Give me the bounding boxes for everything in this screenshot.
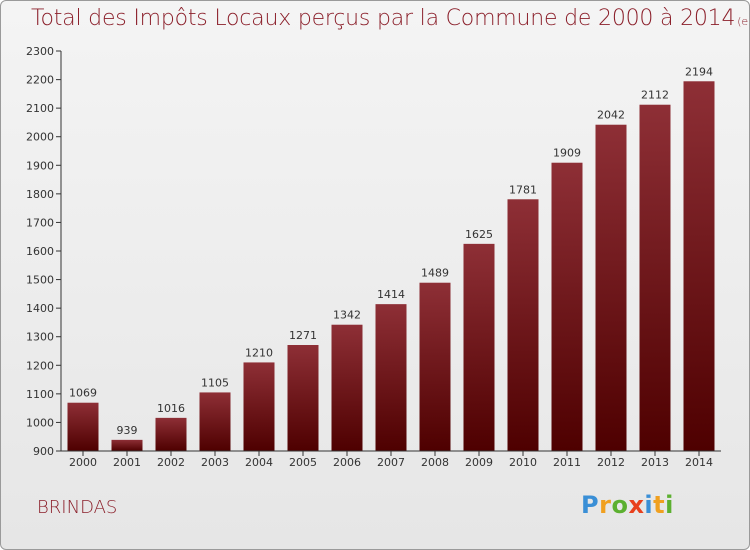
proxiti-logo: Proxiti [581, 491, 674, 519]
y-tick-label: 2200 [26, 74, 54, 87]
value-label-2010: 1781 [509, 183, 537, 196]
y-tick-label: 1200 [26, 359, 54, 372]
title-text: Total des Impôts Locaux perçus par la Co… [31, 6, 736, 31]
bar-2013 [639, 104, 671, 451]
bar-2002 [155, 417, 187, 451]
logo-letter: x [628, 491, 645, 519]
bar-2005 [287, 345, 319, 451]
axes-group: 900 1000 1100 1200 1300 1400 1500 1600 1700 1800 1… [26, 45, 721, 469]
x-tick-label-2008: 2008 [421, 456, 449, 469]
bar-2010 [507, 199, 539, 451]
value-label-2014: 2194 [685, 65, 713, 78]
value-label-2009: 1625 [465, 228, 493, 241]
bar-2007 [375, 304, 407, 451]
bar-2014 [683, 81, 715, 452]
bar-2006 [331, 324, 363, 451]
x-tick-label-2009: 2009 [465, 456, 493, 469]
y-tick-label: 1500 [26, 274, 54, 287]
y-tick-label: 1600 [26, 245, 54, 258]
y-tick-label: 1700 [26, 216, 54, 229]
y-tick-label: 900 [33, 445, 54, 458]
bar-2009 [463, 243, 495, 451]
value-label-2006: 1342 [333, 309, 361, 322]
x-tick-label-2010: 2010 [509, 456, 537, 469]
bar-2001 [111, 439, 143, 451]
bars-group: 1069 939 1016 1105 1210 1271 1342 1414 1489 1625 1… [67, 65, 715, 452]
bar-2000 [67, 402, 99, 451]
x-tick-label-2011: 2011 [553, 456, 581, 469]
commune-name: BRINDAS [37, 497, 118, 518]
x-tick-label-2000: 2000 [69, 456, 97, 469]
chart-title: Total des Impôts Locaux perçus par la Co… [31, 6, 749, 31]
y-tick-label: 1300 [26, 331, 54, 344]
y-tick-label: 1000 [26, 416, 54, 429]
value-label-2000: 1069 [69, 387, 97, 400]
value-label-2007: 1414 [377, 288, 405, 301]
x-tick-label-2001: 2001 [113, 456, 141, 469]
logo-letter: i [665, 491, 674, 519]
x-tick-label-2006: 2006 [333, 456, 361, 469]
y-tick-label: 1900 [26, 159, 54, 172]
logo-letter: r [599, 491, 612, 519]
logo-letter: o [611, 491, 629, 519]
bar-2008 [419, 282, 451, 451]
bar-2012 [595, 124, 627, 451]
y-tick-label: 2100 [26, 102, 54, 115]
value-label-2008: 1489 [421, 267, 449, 280]
y-tick-label: 2000 [26, 131, 54, 144]
value-label-2004: 1210 [245, 346, 273, 359]
y-tick-label: 2300 [26, 45, 54, 58]
x-tick-label-2005: 2005 [289, 456, 317, 469]
x-tick-label-2014: 2014 [685, 456, 713, 469]
y-tick-label: 1100 [26, 388, 54, 401]
value-label-2001: 939 [117, 424, 138, 437]
value-label-2005: 1271 [289, 329, 317, 342]
value-label-2002: 1016 [157, 402, 185, 415]
x-tick-label-2004: 2004 [245, 456, 273, 469]
bar-2011 [551, 162, 583, 451]
x-tick-label-2007: 2007 [377, 456, 405, 469]
logo-letter: P [581, 491, 600, 519]
y-tick-label: 1800 [26, 188, 54, 201]
x-tick-label-2012: 2012 [597, 456, 625, 469]
bar-2004 [243, 362, 275, 451]
logo-letter: i [644, 491, 654, 519]
value-label-2003: 1105 [201, 376, 229, 389]
value-label-2011: 1909 [553, 147, 581, 160]
value-label-2012: 2042 [597, 109, 625, 122]
value-label-2013: 2112 [641, 89, 669, 102]
y-tick-label: 1400 [26, 302, 54, 315]
bar-2003 [199, 392, 231, 451]
x-tick-label-2003: 2003 [201, 456, 229, 469]
title-unit: (en milliers d'€) [737, 15, 749, 28]
x-tick-label-2002: 2002 [157, 456, 185, 469]
logo-letter: t [653, 491, 666, 519]
x-tick-label-2013: 2013 [641, 456, 669, 469]
